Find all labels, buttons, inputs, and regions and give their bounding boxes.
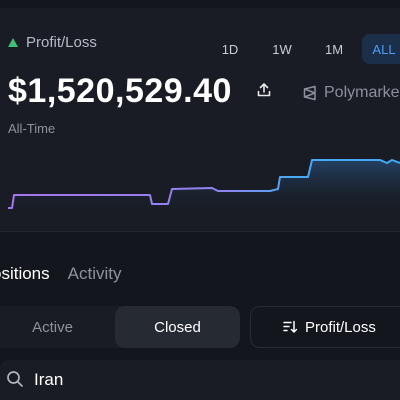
sort-icon [283, 320, 297, 333]
sort-label: Profit/Loss [305, 318, 376, 336]
tab-activity[interactable]: Activity [67, 264, 122, 283]
search-bar [0, 360, 400, 400]
search-input[interactable] [34, 368, 374, 392]
trend-up-icon [8, 38, 18, 47]
tab-positions[interactable]: ositions [0, 264, 50, 283]
filter-closed[interactable]: Closed [115, 306, 240, 348]
time-range-tabs: 1D 1W 1M ALL [206, 34, 400, 64]
pnl-line [8, 159, 400, 209]
filter-active[interactable]: Active [32, 318, 73, 336]
range-tab-all[interactable]: ALL [362, 34, 400, 64]
range-tab-1m[interactable]: 1M [310, 34, 358, 64]
pnl-chart [8, 159, 400, 218]
range-tab-1w[interactable]: 1W [258, 34, 306, 64]
section-tabs: ositions Activity [0, 264, 139, 284]
share-icon[interactable] [256, 82, 272, 98]
pnl-label: Profit/Loss [26, 34, 97, 51]
pnl-period: All-Time [8, 121, 56, 136]
polymarket-logo-icon [303, 85, 316, 101]
polymarket-brand: Polymarket [302, 84, 400, 102]
range-tab-1d[interactable]: 1D [206, 34, 254, 64]
pnl-amount: $1,520,529.40 [8, 72, 232, 110]
brand-name: Polymarket [324, 84, 400, 101]
pnl-card: Profit/Loss 1D 1W 1M ALL $1,520,529.40 P… [0, 8, 400, 232]
status-filter: Active Closed [0, 306, 240, 348]
search-icon [7, 371, 23, 387]
pnl-header: Profit/Loss [8, 34, 97, 51]
sort-button[interactable]: Profit/Loss [250, 306, 400, 348]
